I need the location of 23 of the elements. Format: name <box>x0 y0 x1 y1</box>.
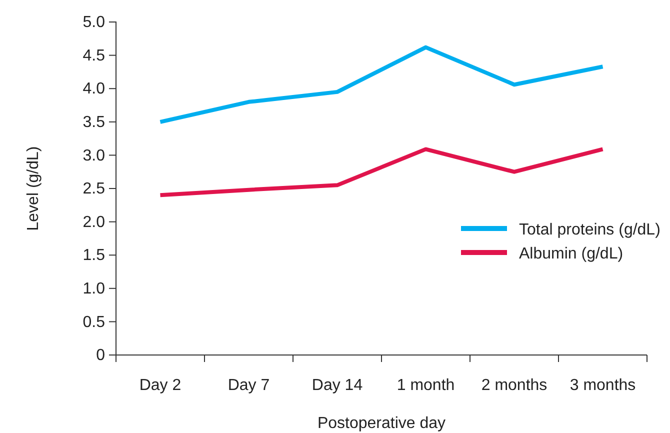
y-tick-label: 1.0 <box>82 280 106 298</box>
x-tick-label: 3 months <box>570 377 636 394</box>
y-tick-label: 5.0 <box>82 14 106 32</box>
x-axis-title: Postoperative day <box>317 415 446 432</box>
y-tick-label: 3.0 <box>82 147 106 164</box>
x-tick-label: Day 2 <box>139 377 182 394</box>
y-tick-label: 4.5 <box>82 47 106 64</box>
x-tick-label: Day 7 <box>228 377 270 394</box>
y-tick-label: 0.5 <box>82 314 106 331</box>
x-tick-label: 1 month <box>396 377 455 394</box>
y-tick-label: 0 <box>96 347 106 364</box>
y-tick-label: 1.5 <box>82 247 106 264</box>
y-tick-label: 3.5 <box>82 114 106 132</box>
y-tick-label: 4.0 <box>82 80 106 98</box>
legend-label: Albumin (g/dL) <box>519 245 624 262</box>
line-series <box>158 147 605 198</box>
y-axis-title: Level (g/dL) <box>25 146 42 231</box>
y-tick-label: 2.0 <box>82 214 106 231</box>
x-tick-label: Day 14 <box>312 377 363 394</box>
x-tick-label: 2 months <box>481 377 548 394</box>
legend-label: Total proteins (g/dL) <box>519 221 660 238</box>
line-series <box>158 45 605 124</box>
y-tick-label: 2.5 <box>82 180 106 198</box>
